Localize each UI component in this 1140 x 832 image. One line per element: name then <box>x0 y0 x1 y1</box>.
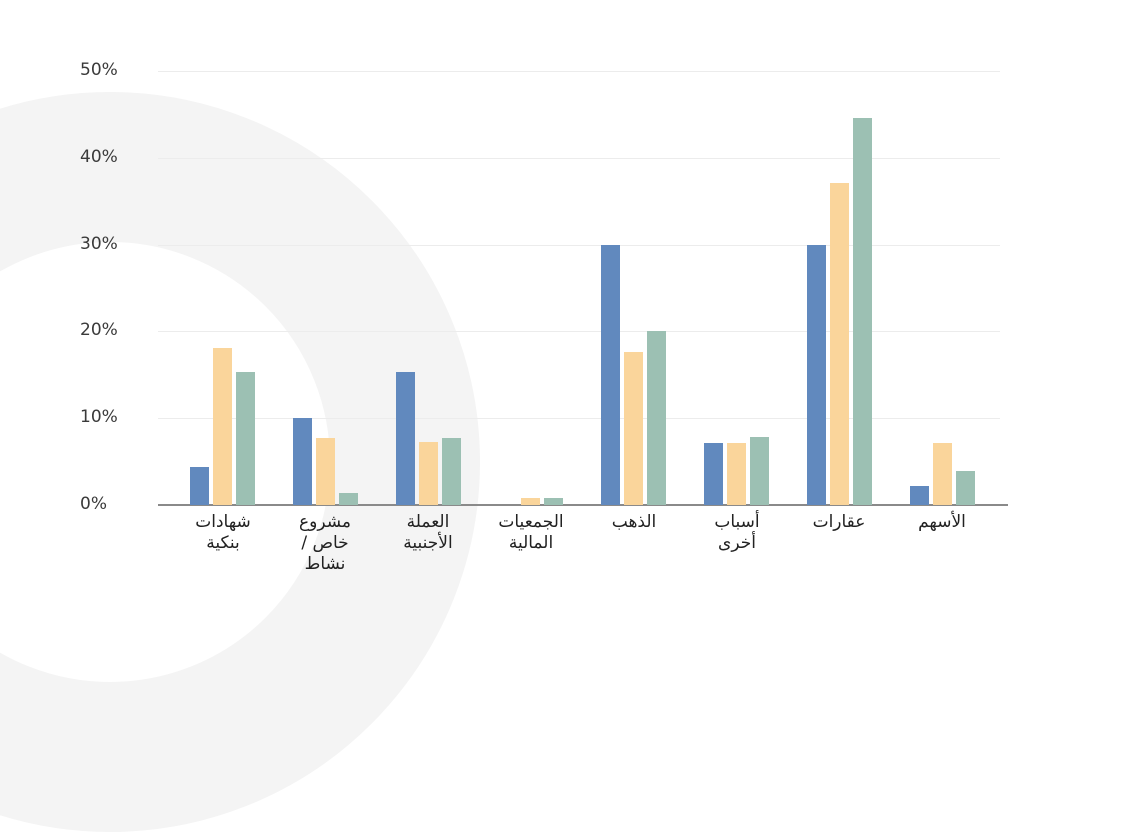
x-category-label: شهادات بنكية <box>195 512 251 553</box>
x-category-label: عقارات <box>812 512 866 532</box>
gridline <box>158 71 1000 72</box>
bar <box>293 418 312 505</box>
gridline <box>158 158 1000 159</box>
x-category-label: الذهب <box>611 512 657 532</box>
bar <box>190 467 209 505</box>
bar <box>933 443 952 505</box>
bar <box>601 245 620 505</box>
x-category-label: مشروع خاص / نشاط <box>298 512 351 574</box>
x-category-label: الأسهم <box>918 512 966 532</box>
bar <box>521 498 540 505</box>
bar <box>727 443 746 505</box>
bar <box>316 438 335 505</box>
bar <box>647 331 666 505</box>
x-category-label: أسباب أخرى <box>714 512 760 553</box>
bar <box>830 183 849 505</box>
bar <box>213 348 232 505</box>
bar <box>544 498 563 505</box>
bar <box>396 372 415 505</box>
y-tick-label: 0% <box>80 494 107 514</box>
y-tick-label: 10% <box>80 407 118 427</box>
bar <box>807 245 826 505</box>
x-axis-line <box>158 504 1008 506</box>
bar <box>704 443 723 505</box>
bar <box>956 471 975 505</box>
gridline <box>158 418 1000 419</box>
bar <box>750 437 769 505</box>
bar <box>853 118 872 505</box>
x-category-label: العملة الأجنبية <box>403 512 453 553</box>
bar <box>419 442 438 505</box>
bar <box>442 438 461 505</box>
bar <box>236 372 255 505</box>
bar <box>624 352 643 505</box>
y-tick-label: 40% <box>80 147 118 167</box>
gridline <box>158 245 1000 246</box>
bar <box>910 486 929 505</box>
bar <box>339 493 358 505</box>
x-category-label: الجمعيات المالية <box>498 512 564 553</box>
y-tick-label: 50% <box>80 60 118 80</box>
gridline <box>158 331 1000 332</box>
y-tick-label: 30% <box>80 234 118 254</box>
bar-chart: 0% 10% 20% 30% 40% 50% شهادات بنكية مشروع خاص /… <box>80 60 1008 574</box>
y-tick-label: 20% <box>80 320 118 340</box>
